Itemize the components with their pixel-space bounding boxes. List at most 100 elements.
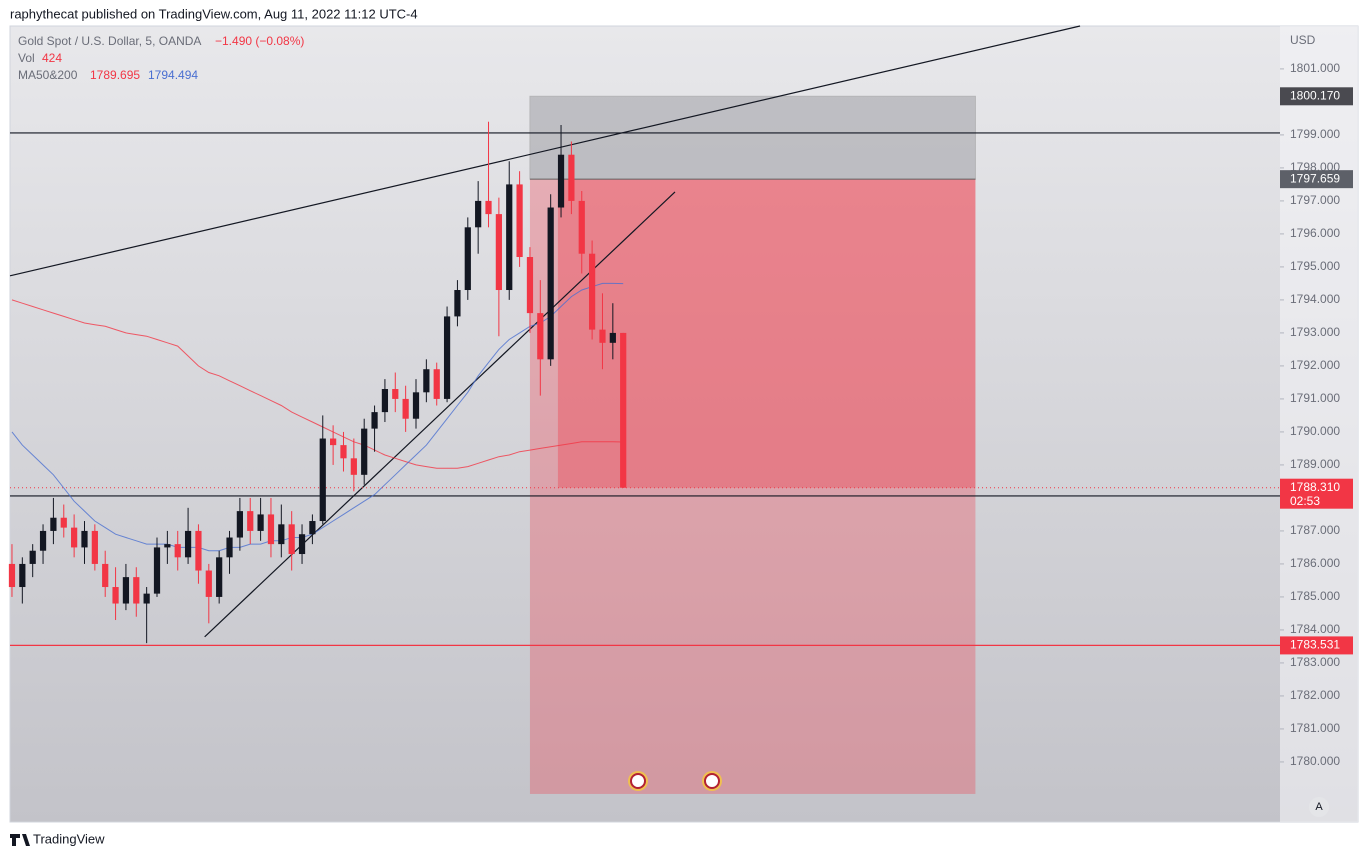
candle-body (443, 316, 451, 399)
price-label-bg (1280, 478, 1353, 509)
y-tick-label: 1795.000 (1290, 259, 1340, 273)
y-tick-label: 1783.000 (1290, 655, 1340, 669)
price-label: 1797.659 (1290, 171, 1340, 185)
candle-body (278, 524, 285, 545)
price-label-bg (1280, 170, 1353, 189)
y-tick-label: 1781.000 (1290, 721, 1340, 735)
change: −1.490 (−0.08%) (215, 34, 304, 48)
candle-body (319, 438, 326, 522)
candle-body (485, 200, 492, 215)
candle-body (589, 253, 596, 330)
candle-body (495, 214, 502, 291)
candle-body (267, 514, 275, 545)
candle-body (216, 557, 223, 597)
candle-body (112, 587, 119, 604)
candle-body (133, 577, 140, 604)
price-label: 1783.531 (1290, 638, 1340, 652)
ma-value: 1789.695 (90, 68, 140, 82)
price-label-bg (1280, 87, 1353, 106)
candle-body (423, 369, 430, 393)
y-tick-label: 1797.000 (1290, 193, 1340, 207)
y-tick-label: 1793.000 (1290, 325, 1340, 339)
currency: USD (1290, 33, 1316, 47)
candle-body (506, 184, 513, 291)
trend-line (204, 191, 676, 638)
price-axis (1280, 26, 1358, 822)
candle-body (29, 550, 36, 564)
symbol: Gold Spot / U.S. Dollar, 5, OANDA (18, 34, 201, 48)
candle-body (620, 332, 627, 488)
candle-body (257, 514, 264, 531)
candle-body (537, 313, 544, 360)
target-zone (529, 179, 976, 794)
event-icon (628, 771, 648, 791)
candle-body (60, 517, 67, 528)
moving-average (11, 282, 624, 552)
candle-body (298, 534, 306, 555)
y-tick-label: 1786.000 (1290, 556, 1340, 570)
candle-body (91, 530, 98, 564)
filled-zone (557, 179, 976, 488)
candle-body (50, 517, 57, 531)
countdown: 02:53 (1290, 494, 1320, 508)
candle-body (205, 570, 212, 597)
candle-body (412, 392, 420, 419)
event-icon (702, 771, 722, 791)
volume: 424 (42, 51, 62, 65)
candle-body (371, 412, 378, 429)
candle-body (102, 563, 109, 588)
candle-body (71, 527, 78, 548)
candle-body (350, 458, 357, 475)
trend-line (9, 25, 1081, 277)
candle-body (8, 563, 16, 588)
y-tick-label: 1790.000 (1290, 424, 1340, 438)
candle-body (557, 154, 565, 208)
candle-body (568, 154, 575, 201)
candle-body (464, 227, 471, 291)
candle-body (475, 200, 482, 228)
candle-body (236, 511, 243, 538)
candle-body (402, 398, 409, 419)
candle-body (81, 530, 88, 548)
candle-body (122, 577, 130, 604)
y-tick-label: 1796.000 (1290, 226, 1340, 240)
ma-value: 1794.494 (148, 68, 198, 82)
y-tick-label: 1789.000 (1290, 457, 1340, 471)
header: raphythecat published on TradingView.com… (10, 6, 418, 21)
candle-body (143, 593, 150, 604)
candle-body (195, 530, 202, 571)
candle-body (19, 563, 26, 588)
candle-body (516, 184, 523, 258)
moving-average (11, 299, 624, 469)
y-tick-label: 1784.000 (1290, 622, 1340, 636)
scale-mode[interactable]: A (1315, 801, 1323, 813)
y-tick-label: 1794.000 (1290, 292, 1340, 306)
y-tick-label: 1782.000 (1290, 688, 1340, 702)
y-tick-label: 1787.000 (1290, 523, 1340, 537)
candle-body (526, 257, 534, 314)
y-tick-label: 1780.000 (1290, 754, 1340, 768)
candle-body (361, 428, 368, 475)
candle-body (288, 524, 295, 555)
candle-body (433, 369, 440, 399)
y-tick-label: 1792.000 (1290, 358, 1340, 372)
candle-body (599, 329, 606, 343)
candle-body (174, 544, 181, 558)
y-tick-label: 1799.000 (1290, 127, 1340, 141)
candle-body (392, 389, 399, 399)
y-tick-label: 1791.000 (1290, 391, 1340, 405)
ma-label: MA50&200 (18, 68, 78, 82)
price-label: 1788.310 (1290, 480, 1340, 494)
price-label-bg (1280, 636, 1353, 655)
candle-body (247, 511, 254, 531)
candle-body (184, 530, 192, 558)
y-tick-label: 1801.000 (1290, 61, 1340, 75)
logo (10, 834, 30, 846)
candle-body (39, 530, 47, 551)
candle-body (547, 207, 554, 360)
scale-button[interactable] (1309, 797, 1329, 817)
candle-body (454, 290, 461, 317)
volume-label: Vol (18, 51, 35, 65)
candle-body (609, 332, 616, 343)
